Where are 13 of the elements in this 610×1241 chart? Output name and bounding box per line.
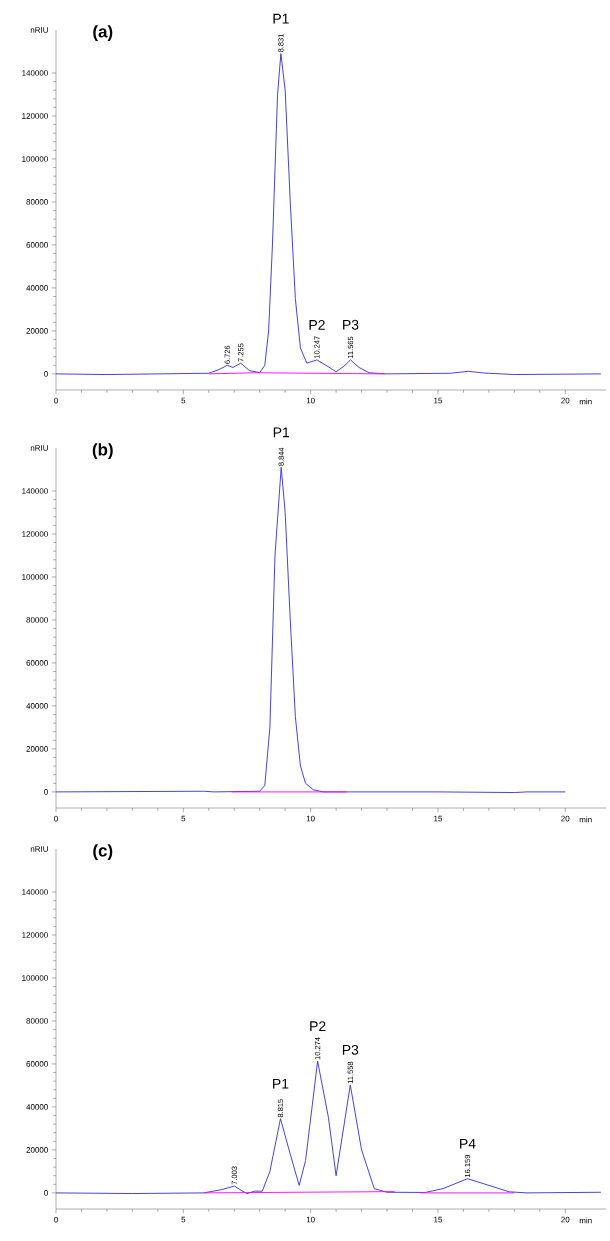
chart-title: (b) [92,443,113,459]
annotation: P2 [310,1021,326,1031]
chart-title: (c) [93,844,113,860]
annotation: P4 [460,1138,476,1149]
line-series [55,466,566,793]
annotation: P3 [343,319,359,330]
annotation: P2 [309,319,325,330]
chart-title: (a) [93,25,113,41]
line-series [55,1060,602,1194]
annotation: P3 [342,1044,359,1055]
annotation: P1 [273,427,290,438]
annotation: P1 [273,13,289,24]
annotation: P1 [273,1078,289,1089]
